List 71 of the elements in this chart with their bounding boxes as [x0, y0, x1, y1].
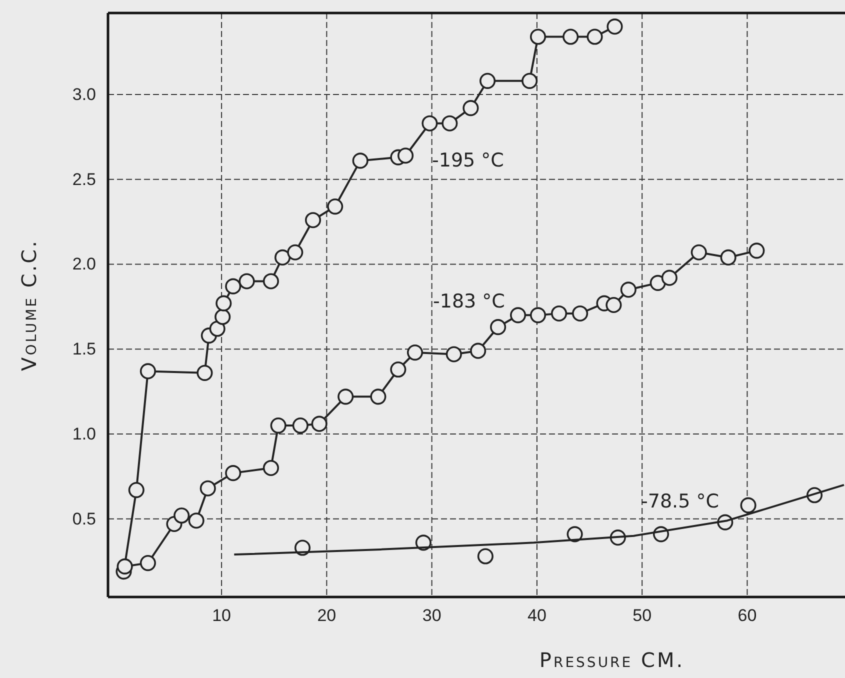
point — [462, 100, 479, 116]
line-series — [233, 484, 845, 556]
point — [292, 418, 308, 434]
point — [287, 244, 304, 260]
point — [398, 148, 414, 164]
annotation: -183 °C — [433, 290, 505, 313]
point — [370, 388, 386, 405]
point — [304, 212, 322, 228]
y-tick-label: 0.5 — [72, 509, 96, 528]
point — [188, 512, 204, 529]
y-tick-label: 3.0 — [72, 84, 96, 104]
point — [446, 346, 462, 362]
point — [661, 270, 678, 286]
point — [510, 307, 526, 324]
point — [522, 72, 538, 89]
point — [550, 305, 568, 322]
point — [238, 273, 255, 290]
point — [214, 308, 231, 325]
point — [116, 558, 133, 574]
y-axis-title: Volume C.C. — [17, 239, 41, 371]
x-tick-label: 60 — [738, 606, 757, 626]
y-tick-label: 2.5 — [72, 170, 96, 189]
point — [270, 418, 286, 434]
point — [720, 249, 736, 266]
point — [490, 319, 506, 336]
point — [606, 18, 623, 35]
point — [225, 278, 242, 294]
point — [327, 198, 344, 215]
x-tick-label: 20 — [317, 606, 336, 626]
point — [311, 416, 328, 432]
y-tick-label: 1.5 — [72, 340, 96, 359]
y-tick-label: 1.0 — [72, 424, 96, 444]
point — [262, 460, 279, 476]
point — [352, 152, 368, 169]
x-axis-title: Pressure CM. — [539, 648, 685, 672]
annotation: -78.5 °C — [641, 490, 719, 513]
point — [140, 363, 156, 380]
point — [174, 507, 190, 524]
point — [422, 115, 438, 132]
point — [196, 364, 213, 381]
point — [530, 28, 546, 45]
point — [606, 296, 622, 314]
point — [200, 480, 216, 496]
point — [480, 72, 496, 89]
point — [470, 342, 486, 359]
x-tick-label: 10 — [212, 606, 232, 626]
point — [225, 465, 242, 482]
point — [477, 548, 494, 564]
point — [530, 307, 546, 324]
x-tick-label: 40 — [527, 606, 546, 626]
point — [740, 497, 756, 514]
point — [140, 555, 156, 572]
point — [262, 273, 279, 290]
point — [338, 388, 354, 405]
x-tick-label: 50 — [632, 606, 652, 626]
y-tick-label: 2.0 — [72, 254, 96, 274]
point — [562, 28, 579, 45]
point — [690, 244, 707, 260]
point — [620, 282, 636, 298]
point — [748, 242, 765, 259]
point — [216, 295, 232, 312]
point — [390, 361, 406, 378]
point — [406, 344, 424, 361]
point — [442, 115, 458, 132]
annotation: -195 °C — [432, 150, 504, 172]
point — [572, 305, 588, 322]
point — [586, 28, 603, 45]
point — [128, 482, 144, 498]
point — [274, 249, 291, 266]
x-tick-label: 30 — [422, 606, 442, 626]
point — [209, 320, 226, 337]
